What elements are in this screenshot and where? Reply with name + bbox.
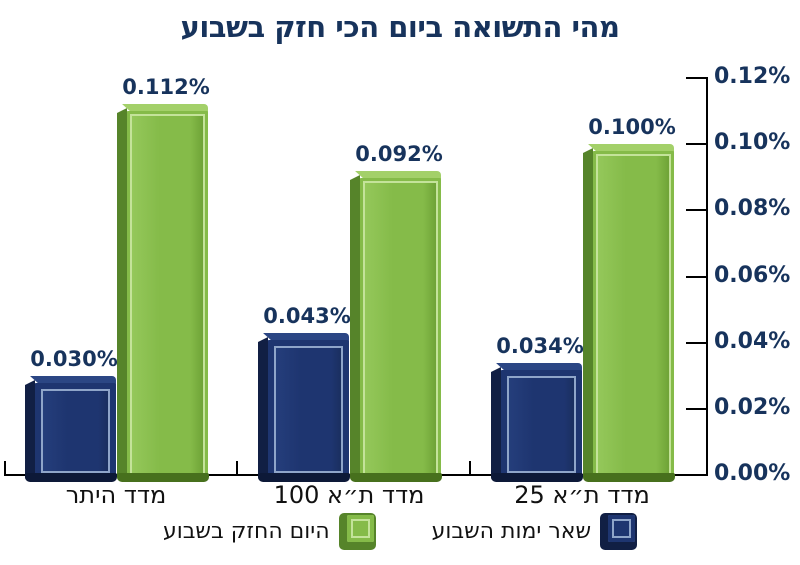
- bar-bottom-face: [25, 473, 117, 482]
- category-label: מדד ת״א 100: [273, 481, 425, 509]
- legend-item-other-days: שאר ימות השבוע: [431, 513, 638, 550]
- legend-swatch-face: [346, 515, 374, 542]
- bar-value-label: 0.043%: [263, 304, 351, 328]
- legend-swatch-other-days-icon: [600, 513, 638, 550]
- bar-top-face: [30, 376, 116, 384]
- chart-title: מהי התשואה ביום הכי חזק בשבוע: [180, 10, 620, 44]
- bar-front-face: [127, 111, 208, 479]
- bar-strong-day: [117, 104, 209, 482]
- bar-other-days: [258, 333, 350, 482]
- bar-side-face: [258, 337, 268, 481]
- bar-value-label: 0.100%: [588, 115, 676, 139]
- bar-value-label: 0.030%: [30, 347, 118, 371]
- legend-label: שאר ימות השבוע: [431, 519, 592, 544]
- y-axis-line: [706, 77, 708, 476]
- bar-other-days: [491, 363, 583, 482]
- y-axis-tick-label: 0.06%: [714, 262, 791, 288]
- x-axis-group-tick: [236, 461, 238, 475]
- category-label: מדד היתר: [65, 481, 167, 509]
- bar-top-face: [263, 333, 349, 341]
- bar-value-label: 0.092%: [355, 142, 443, 166]
- category-label: מדד ת״א 25: [514, 481, 650, 509]
- bar-bottom-face: [258, 473, 350, 482]
- bar-value-label: 0.112%: [122, 75, 210, 99]
- y-axis-tick: [686, 341, 707, 344]
- x-axis-group-tick: [469, 461, 471, 475]
- bar-bottom-face: [583, 473, 675, 482]
- bar-side-face: [117, 108, 127, 481]
- bar-side-face: [25, 380, 35, 481]
- bar-side-face: [491, 367, 501, 481]
- legend-swatch-face: [608, 515, 636, 542]
- legend-label: היום החזק בשבוע: [162, 519, 330, 544]
- bar-front-face: [360, 178, 441, 479]
- bar-strong-day: [350, 171, 442, 482]
- legend-item-strong-day: היום החזק בשבוע: [163, 513, 376, 550]
- bar-other-days: [25, 376, 117, 482]
- bar-front-face: [593, 151, 674, 479]
- legend-swatch-strong-day-icon: [338, 513, 376, 550]
- y-axis-tick: [686, 143, 707, 146]
- y-axis-tick-label: 0.10%: [714, 130, 791, 156]
- bar-top-face: [496, 363, 582, 371]
- y-axis-tick-label: 0.04%: [714, 328, 791, 354]
- bar-front-face: [501, 370, 582, 479]
- bar-side-face: [350, 175, 360, 481]
- bar-side-face: [583, 148, 593, 481]
- bar-bottom-face: [491, 473, 583, 482]
- y-axis-tick: [686, 407, 707, 410]
- bar-value-label: 0.034%: [496, 334, 584, 358]
- bar-front-face: [35, 383, 116, 479]
- y-axis-tick-label: 0.02%: [714, 394, 791, 420]
- bar-front-face: [268, 340, 349, 479]
- y-axis-tick: [686, 77, 707, 79]
- y-axis-tick-label: 0.08%: [714, 196, 791, 222]
- legend: היום החזק בשבוע שאר ימות השבוע: [0, 513, 800, 550]
- bar-top-face: [355, 171, 441, 179]
- bar-strong-day: [583, 144, 675, 482]
- bar-bottom-face: [350, 473, 442, 482]
- bar-top-face: [588, 144, 674, 152]
- y-axis-tick: [686, 275, 707, 278]
- bar-top-face: [122, 104, 208, 112]
- bar-bottom-face: [117, 473, 209, 482]
- y-axis-tick: [686, 209, 707, 212]
- x-axis-group-tick: [4, 461, 6, 475]
- y-axis-tick-label: 0.00%: [714, 461, 791, 486]
- y-axis-tick-label: 0.12%: [714, 64, 791, 89]
